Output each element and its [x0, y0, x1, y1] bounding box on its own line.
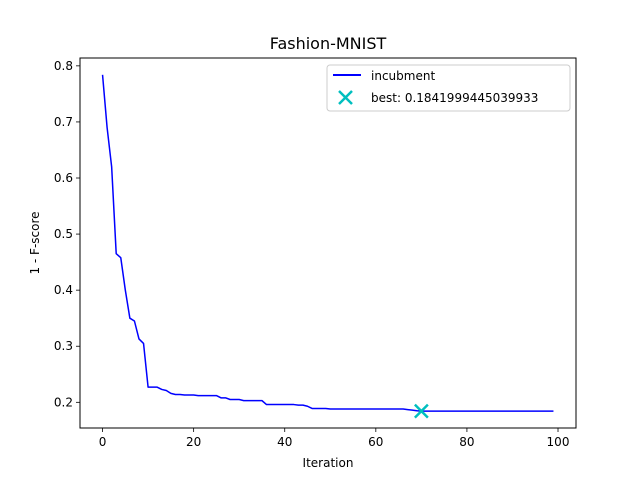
x-tick-label: 40: [277, 435, 292, 449]
axes-frame: [79, 57, 577, 429]
y-axis-ticks: 0.2 0.3 0.4 0.5 0.6 0.7 0.8: [54, 59, 80, 409]
legend-best-marker: [338, 90, 353, 105]
x-axis-ticks: 0 20 40 60 80 100: [99, 428, 570, 449]
marker-layer: [413, 403, 429, 419]
x-tick-label: 0: [99, 435, 107, 449]
x-tick-label: 100: [547, 435, 570, 449]
y-tick-label: 0.4: [54, 283, 73, 297]
legend: incubment best: 0.1841999445039933: [326, 64, 571, 112]
y-tick-label: 0.5: [54, 227, 73, 241]
best-point-marker: [413, 403, 429, 419]
y-tick-label: 0.3: [54, 339, 73, 353]
legend-label-best: best: 0.1841999445039933: [371, 91, 538, 105]
x-tick-label: 60: [368, 435, 383, 449]
plot-area: [79, 57, 577, 429]
y-tick-label: 0.7: [54, 115, 73, 129]
y-tick-label: 0.8: [54, 59, 73, 73]
y-tick-label: 0.2: [54, 395, 73, 409]
series-layer: [101, 74, 554, 412]
y-axis-label: 1 - F-score: [28, 211, 42, 274]
series-line-incubment: [101, 74, 554, 412]
x-axis-label: Iteration: [303, 456, 354, 470]
plot-background: [80, 58, 576, 428]
chart-title: Fashion-MNIST: [270, 34, 387, 53]
legend-box: [326, 64, 571, 112]
y-tick-label: 0.6: [54, 171, 73, 185]
legend-label-incubment: incubment: [371, 69, 435, 83]
x-tick-label: 80: [459, 435, 474, 449]
x-tick-label: 20: [186, 435, 201, 449]
